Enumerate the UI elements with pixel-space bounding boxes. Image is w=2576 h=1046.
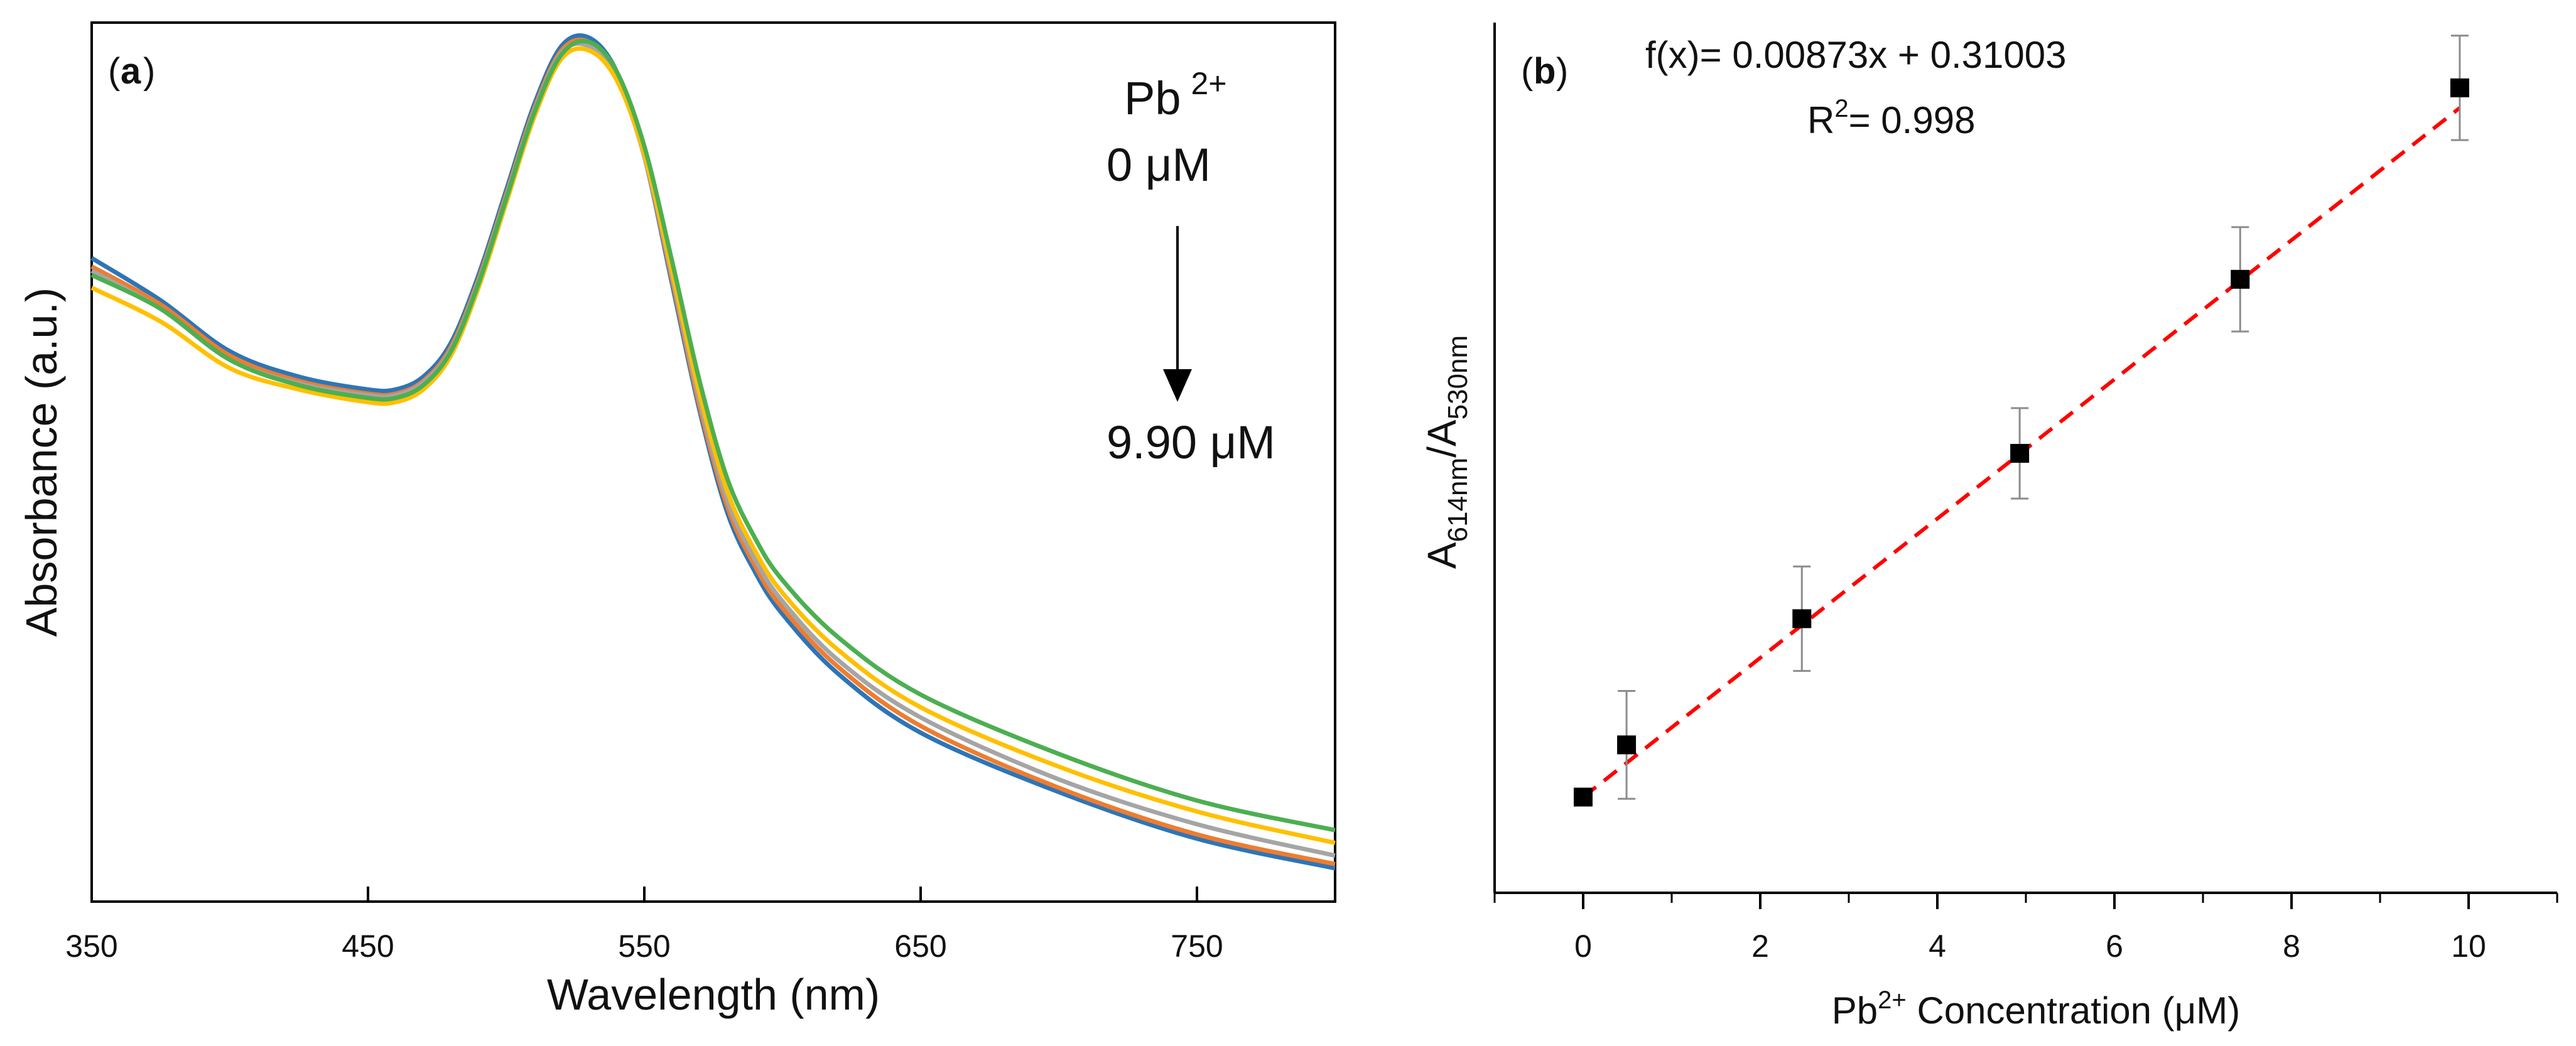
- data-point: [1792, 609, 1812, 628]
- r-squared-exponent: 2: [1834, 95, 1848, 122]
- data-point: [2010, 444, 2030, 463]
- panel-b-x-tick-label: 4: [1929, 929, 1946, 964]
- panel-a-label-open: (: [108, 51, 120, 92]
- panel-b-label: b: [1534, 51, 1556, 92]
- panel-a-label: a: [121, 51, 141, 92]
- panel-a-plot-frame: [90, 21, 1336, 903]
- panel-b: 0 2 4 6 8 10 ( b ) f(x)= 0.00873x + 0.31003 R…: [1419, 23, 2558, 1032]
- r-squared-symbol: R: [1807, 99, 1834, 141]
- panel-b-x-tick-label: 2: [1751, 929, 1769, 964]
- panel-a: 350 450 550 650 750 ( a ) Pb 2+ 0 μM 9.90 μM …: [17, 21, 1336, 1019]
- absorbance-series-4: [90, 46, 1336, 845]
- panel-b-x-tick-label: 10: [2451, 929, 2486, 964]
- x-title-rest: Concentration (μM): [1907, 989, 2240, 1032]
- panel-a-x-tick-label: 450: [342, 929, 394, 964]
- y-title-sub2: 530nm: [1442, 335, 1473, 420]
- panel-a-x-tick-label: 350: [65, 929, 117, 964]
- panel-a-x-tick-label: 750: [1171, 929, 1223, 964]
- panel-a-x-tick-label: 650: [894, 929, 946, 964]
- panel-a-x-axis-title: Wavelength (nm): [547, 970, 880, 1019]
- panel-b-x-axis-title: Pb2+ Concentration (μM): [1832, 986, 2240, 1032]
- r-squared: R2= 0.998: [1807, 95, 1975, 141]
- panel-a-label-close: ): [143, 51, 155, 92]
- panel-a-y-axis-title: Absorbance (a.u.): [17, 288, 66, 637]
- panel-b-x-tick-label: 0: [1574, 929, 1592, 964]
- y-title-a1: A: [1419, 542, 1464, 569]
- panel-b-data-points: [1574, 35, 2469, 807]
- panel-b-x-tick-label: 8: [2283, 929, 2300, 964]
- data-point: [2450, 78, 2469, 97]
- panel-b-label-open: (: [1521, 51, 1533, 92]
- y-title-slash: /A: [1419, 419, 1464, 458]
- data-point: [2231, 269, 2250, 289]
- r-squared-value: = 0.998: [1849, 99, 1976, 141]
- panel-a-x-ticks: 350 450 550 650 750: [65, 887, 1223, 964]
- panel-b-x-ticks: 0 2 4 6 8 10: [1493, 893, 2558, 964]
- ion-label: Pb 2+: [1124, 66, 1227, 124]
- panel-a-x-tick-label: 550: [618, 929, 670, 964]
- absorbance-series-5: [90, 38, 1336, 833]
- fit-equation: f(x)= 0.00873x + 0.31003: [1645, 34, 2067, 76]
- data-point: [1617, 735, 1637, 755]
- data-point: [1574, 787, 1593, 807]
- x-title-ion: Pb: [1832, 989, 1878, 1032]
- concentration-arrow-head: [1163, 369, 1192, 402]
- y-title-sub1: 614nm: [1442, 458, 1473, 542]
- panel-b-y-axis-title: A614nm/A530nm: [1419, 335, 1473, 569]
- ion-symbol: Pb: [1124, 72, 1181, 124]
- ion-charge: 2+: [1191, 66, 1227, 101]
- end-concentration: 9.90 μM: [1107, 416, 1275, 468]
- start-concentration: 0 μM: [1107, 139, 1211, 191]
- panel-b-label-close: ): [1556, 51, 1568, 92]
- panel-a-series-group: [90, 33, 1336, 871]
- panel-b-x-tick-label: 6: [2106, 929, 2123, 964]
- x-title-charge: 2+: [1878, 986, 1907, 1014]
